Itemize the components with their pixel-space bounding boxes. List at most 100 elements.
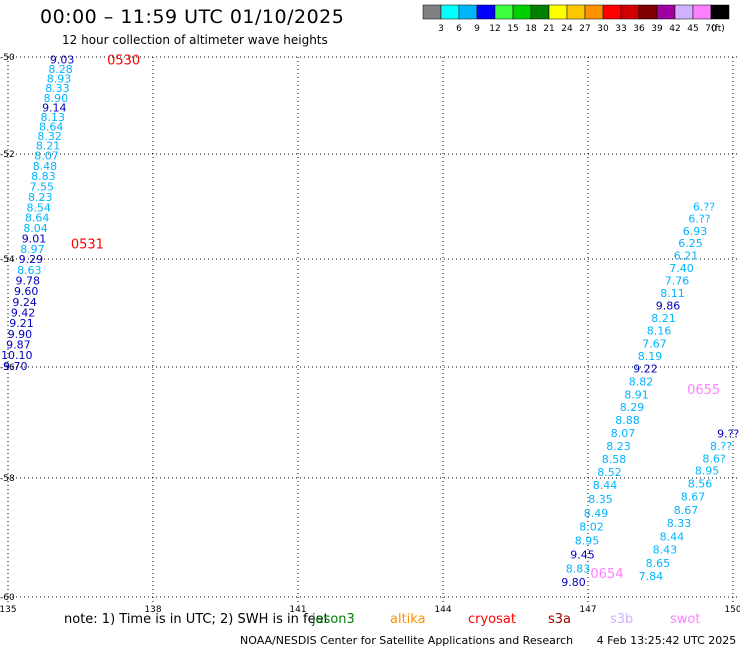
wave-height-value: 9.80: [561, 576, 586, 589]
wave-height-value: 8.21: [36, 140, 61, 153]
wave-height-value: 8.93: [47, 73, 72, 86]
legend-tick-label: 42: [669, 24, 680, 34]
legend-tick-label: 15: [507, 24, 518, 34]
page-subtitle: 12 hour collection of altimeter wave hei…: [62, 33, 328, 47]
pass-time-label: 0655: [687, 383, 720, 398]
wave-height-value: 6.??: [688, 213, 710, 226]
footer-credit: NOAA/NESDIS Center for Satellite Applica…: [240, 634, 736, 647]
legend-tick-label: 9: [474, 24, 480, 34]
wave-height-value: 8.83: [31, 170, 56, 183]
legend-tick-label: 39: [651, 24, 663, 34]
wave-height-value: 8.6?: [702, 452, 725, 465]
wave-height-value: 8.11: [660, 287, 685, 300]
pass-time-label: 0531: [71, 237, 104, 252]
pass-time-label: 0654: [590, 567, 623, 582]
lon-tick-label: 144: [434, 605, 451, 612]
wave-height-value: 8.16: [647, 325, 672, 338]
legend-tick-label: 3: [438, 24, 444, 34]
legend-tick-label: 6: [456, 24, 462, 34]
satellite-legend-altika: altika: [390, 612, 426, 627]
wave-height-value: 8.54: [26, 201, 51, 214]
lon-tick-label: 141: [289, 605, 306, 612]
wave-height-value: 10.10: [1, 349, 33, 362]
legend-tick-label: 12: [489, 24, 500, 34]
wave-height-value: 8.83: [566, 562, 591, 575]
wave-height-value: 8.67: [674, 504, 699, 517]
wave-height-value: 9.21: [9, 317, 34, 330]
lat-tick-label: -54: [0, 255, 15, 265]
wave-height-value: 8.58: [602, 453, 627, 466]
wave-height-value: 9.45: [570, 548, 595, 561]
wave-height-value: 9.60: [14, 285, 39, 298]
wave-height-value: 7.67: [642, 337, 667, 350]
wave-height-value: 8.04: [23, 222, 48, 235]
wave-height-value: 9.24: [12, 296, 37, 309]
lon-tick-label: 147: [579, 605, 596, 612]
wave-height-value: 8.88: [615, 414, 640, 427]
credit-text: NOAA/NESDIS Center for Satellite Applica…: [240, 634, 574, 647]
wave-height-value: 8.82: [629, 375, 654, 388]
track-east-b: 9.??8.??8.6?8.958.568.678.678.338.448.43…: [639, 428, 740, 584]
track-east-a: 6.??6.??6.936.256.217.407.768.119.868.21…: [561, 201, 715, 590]
wave-height-value: 8.28: [48, 63, 73, 76]
legend-tick-label: 36: [633, 24, 645, 34]
wave-height-value: 9.22: [633, 362, 658, 375]
track-west: 9.038.288.938.338.909.148.138.648.328.21…: [1, 53, 74, 372]
satellite-legend-swot: swot: [670, 612, 701, 627]
wave-height-value: 8.97: [20, 243, 45, 256]
wave-height-value: 8.52: [597, 466, 622, 479]
wave-height-value: 9.03: [50, 53, 75, 66]
satellite-legend-s3a: s3a: [548, 612, 572, 627]
wave-height-value: 8.??: [710, 440, 732, 453]
wave-height-value: 7.55: [30, 181, 55, 194]
legend-tick-label: 21: [543, 24, 554, 34]
lon-tick-label: 150: [724, 605, 740, 612]
wave-height-value: 8.90: [44, 92, 69, 105]
wave-height-value: 8.63: [17, 264, 42, 277]
wave-height-value: 8.44: [593, 479, 618, 492]
timestamp: 4 Feb 13:25:42 UTC 2025: [596, 634, 737, 647]
wave-height-value: 8.91: [624, 388, 649, 401]
wave-height-value: 8.23: [28, 191, 53, 204]
pass-time-label: 0530: [107, 53, 140, 68]
wave-height-value: 9.87: [6, 339, 31, 352]
wave-height-value: 8.07: [34, 149, 59, 162]
wave-height-value: 8.43: [653, 544, 678, 557]
legend-swatch: [710, 4, 730, 20]
wave-height-value: 8.95: [575, 535, 600, 548]
satellite-legend-s3b: s3b: [610, 612, 634, 627]
lon-tick-label: 138: [144, 605, 161, 612]
wave-height-value: 8.67: [681, 491, 706, 504]
wave-height-value: 9.70: [3, 360, 28, 373]
wave-height-value: 8.49: [584, 507, 609, 520]
wave-height-value: 7.84: [639, 570, 664, 583]
legend-tick-label: 45: [687, 24, 698, 34]
wave-height-value: 9.42: [11, 307, 36, 320]
legend-tick-label: 30: [597, 24, 609, 34]
lat-tick-label: -52: [0, 150, 15, 160]
wave-height-map: -50 -52 -54 -56 -58 -60 135 138 141 144 147 150 9.03…: [0, 53, 740, 612]
wave-height-value: 9.86: [656, 300, 681, 313]
wave-height-value: 8.56: [688, 477, 713, 490]
lat-tick-label: -50: [0, 53, 15, 63]
legend-tick-label: 70: [705, 24, 717, 34]
color-legend: 3 6 9 12 15 18 21 24 27 30 33 36 39 42 45 70(ft): [422, 4, 730, 34]
legend-tick-label: (ft): [711, 24, 725, 34]
satellite-legend-jason3: jason3: [312, 612, 355, 627]
wave-height-value: 8.64: [39, 121, 64, 134]
wave-height-value: 8.48: [33, 160, 58, 173]
wave-height-value: 9.14: [42, 101, 67, 114]
wave-height-value: 9.78: [16, 275, 41, 288]
page-title: 00:00 – 11:59 UTC 01/10/2025: [40, 6, 345, 28]
wave-height-value: 7.76: [665, 274, 690, 287]
wave-height-value: 8.21: [651, 312, 676, 325]
wave-height-value: 8.29: [620, 401, 645, 414]
wave-height-value: 9.01: [22, 232, 47, 245]
wave-height-value: 6.93: [683, 225, 708, 238]
wave-height-value: 6.21: [674, 249, 699, 262]
wave-height-value: 8.07: [611, 427, 636, 440]
wave-height-value: 8.23: [606, 440, 631, 453]
wave-height-value: 8.95: [695, 465, 720, 478]
lon-tick-label: 135: [0, 605, 17, 612]
wave-height-value: 8.64: [25, 212, 50, 225]
